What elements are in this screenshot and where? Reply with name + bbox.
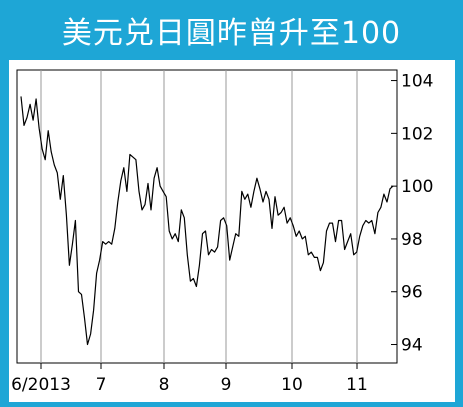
y-tick-label: 102 (401, 124, 433, 144)
x-tick-label: 10 (281, 375, 303, 395)
title-bar: 美元兑日圓昨曾升至100 (0, 0, 463, 60)
series-line-usd-jpy (20, 96, 394, 346)
plot-area: 6/2013 7 8 9 10 11 94 96 98 100 102 104 (9, 60, 455, 402)
y-tick-label: 100 (401, 177, 433, 197)
x-tick-label: 11 (346, 375, 368, 395)
x-tick-label: 6/2013 (11, 375, 71, 395)
x-tick-label: 8 (159, 375, 170, 395)
y-tick-label: 94 (401, 336, 423, 356)
x-tick-label: 7 (96, 375, 107, 395)
y-tick-label: 104 (401, 72, 433, 92)
chart-title: 美元兑日圓昨曾升至100 (61, 16, 402, 51)
x-tick-label: 9 (221, 375, 232, 395)
line-chart: 6/2013 7 8 9 10 11 94 96 98 100 102 104 (11, 69, 433, 395)
y-tick-label: 96 (401, 283, 423, 303)
plot-border (16, 69, 398, 364)
y-tick-label: 98 (401, 230, 423, 250)
